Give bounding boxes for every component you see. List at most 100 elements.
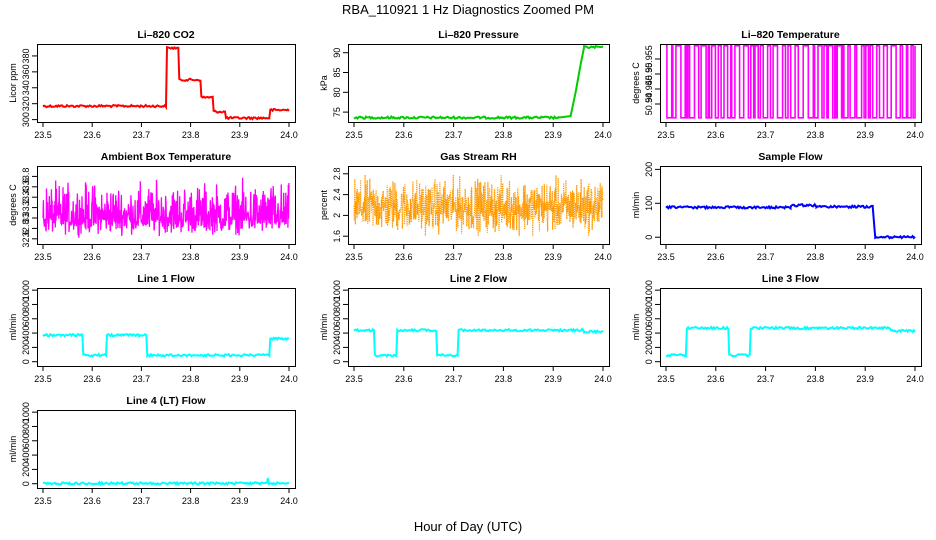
x-tick-label: 23.8	[807, 252, 825, 262]
data-layer	[353, 326, 604, 358]
x-tick-label: 23.9	[856, 252, 874, 262]
y-tick-label: 0	[21, 359, 31, 364]
y-tick-label: 80	[332, 87, 342, 97]
y-tick-label: 100	[644, 196, 654, 211]
x-tick-label: 23.9	[856, 130, 874, 140]
x-tick-label: 23.9	[231, 130, 249, 140]
x-tick-label: 24.0	[906, 374, 924, 384]
data-layer	[665, 325, 916, 358]
x-tick-label: 23.9	[544, 252, 562, 262]
data-layer	[42, 477, 290, 487]
x-tick-label: 23.6	[707, 374, 725, 384]
y-axis-label: kPa	[319, 75, 329, 91]
x-tick-label: 23.7	[133, 252, 151, 262]
figure-xlabel: Hour of Day (UTC)	[414, 519, 522, 534]
y-tick-label: 2.4	[332, 188, 342, 201]
y-axis-label: ml/min	[631, 192, 641, 219]
x-tick-label: 23.8	[182, 130, 200, 140]
series-line	[666, 45, 916, 119]
x-tick-label: 23.6	[83, 374, 101, 384]
x-tick-label: 23.7	[445, 130, 463, 140]
x-tick-label: 23.6	[707, 130, 725, 140]
y-axis-label: ml/min	[631, 314, 641, 341]
y-tick-label: 360	[21, 64, 31, 79]
x-tick-label: 23.7	[757, 374, 775, 384]
x-tick-label: 23.5	[34, 252, 52, 262]
x-tick-label: 23.8	[495, 252, 513, 262]
series-line	[353, 326, 604, 358]
plot-frame	[660, 44, 922, 123]
y-tick-label: 33.6	[21, 178, 31, 196]
panel-8: Line 2 Flow 23.5 23.6 23.7 23.8 23.9 24.0 0 2004…	[319, 273, 612, 384]
x-tick-label: 23.7	[445, 374, 463, 384]
y-tick-label: 0	[332, 359, 342, 364]
x-tick-label: 23.6	[395, 374, 413, 384]
series-line	[353, 44, 604, 121]
data-layer	[666, 45, 916, 119]
y-tick-label: 600	[644, 311, 654, 326]
y-tick-label: 2	[332, 213, 342, 218]
y-tick-label: 1000	[21, 280, 31, 300]
x-tick-label: 23.5	[657, 374, 675, 384]
x-tick-label: 23.9	[856, 374, 874, 384]
x-tick-label: 24.0	[906, 130, 924, 140]
plot-frame	[348, 288, 610, 367]
panel-title: Line 1 Flow	[137, 273, 195, 285]
y-tick-label: 340	[21, 80, 31, 95]
series-line	[42, 477, 290, 487]
panel-1: Li–820 CO2 23.5 23.6 23.7 23.8 23.9 24.0 300320…	[8, 29, 298, 140]
x-tick-label: 24.0	[280, 252, 298, 262]
x-tick-label: 23.6	[83, 252, 101, 262]
y-tick-label: 800	[332, 297, 342, 312]
y-tick-label: 90	[332, 48, 342, 58]
y-tick-label: 50.955	[644, 45, 654, 73]
x-tick-label: 23.7	[133, 496, 151, 506]
x-tick-label: 24.0	[906, 252, 924, 262]
x-tick-label: 23.7	[757, 252, 775, 262]
plot-frame	[660, 166, 922, 245]
series-line	[42, 45, 290, 121]
data-layer	[353, 174, 604, 237]
panel-9: Line 3 Flow 23.5 23.6 23.7 23.8 23.9 24.0 0 2004…	[631, 273, 924, 384]
y-tick-label: 33.4	[21, 188, 31, 206]
x-tick-label: 23.9	[231, 374, 249, 384]
y-tick-label: 200	[644, 162, 654, 177]
x-tick-label: 23.5	[34, 374, 52, 384]
x-tick-label: 23.5	[657, 130, 675, 140]
x-tick-label: 23.8	[182, 374, 200, 384]
x-tick-label: 23.8	[807, 130, 825, 140]
x-tick-label: 23.8	[182, 496, 200, 506]
x-tick-label: 24.0	[594, 252, 612, 262]
y-tick-label: 300	[21, 112, 31, 127]
x-tick-label: 23.7	[757, 130, 775, 140]
y-tick-label: 0	[21, 481, 31, 486]
x-tick-label: 23.5	[345, 374, 363, 384]
x-tick-label: 23.5	[345, 130, 363, 140]
x-tick-label: 23.7	[445, 252, 463, 262]
y-tick-label: 2.8	[332, 168, 342, 181]
x-tick-label: 23.6	[83, 130, 101, 140]
data-layer	[42, 332, 290, 359]
y-tick-label: 85	[332, 67, 342, 77]
x-tick-label: 23.6	[707, 252, 725, 262]
x-tick-label: 23.5	[34, 496, 52, 506]
y-tick-label: 200	[21, 340, 31, 355]
data-layer	[42, 177, 290, 238]
data-layer	[42, 45, 290, 121]
y-tick-label: 800	[644, 297, 654, 312]
x-tick-label: 23.9	[544, 374, 562, 384]
y-tick-label: 0	[644, 235, 654, 240]
plot-frame	[348, 166, 610, 245]
y-axis-label: ml/min	[319, 314, 329, 341]
y-axis-label: percent	[319, 189, 329, 220]
panel-title: Gas Stream RH	[440, 151, 516, 163]
y-tick-label: 50.945	[644, 75, 654, 103]
plot-frame	[37, 288, 296, 367]
y-tick-label: 400	[644, 326, 654, 341]
x-tick-label: 23.8	[495, 374, 513, 384]
x-tick-label: 23.8	[495, 130, 513, 140]
y-axis-label: Licor ppm	[8, 63, 18, 103]
x-tick-label: 23.8	[182, 252, 200, 262]
x-tick-label: 23.7	[133, 374, 151, 384]
